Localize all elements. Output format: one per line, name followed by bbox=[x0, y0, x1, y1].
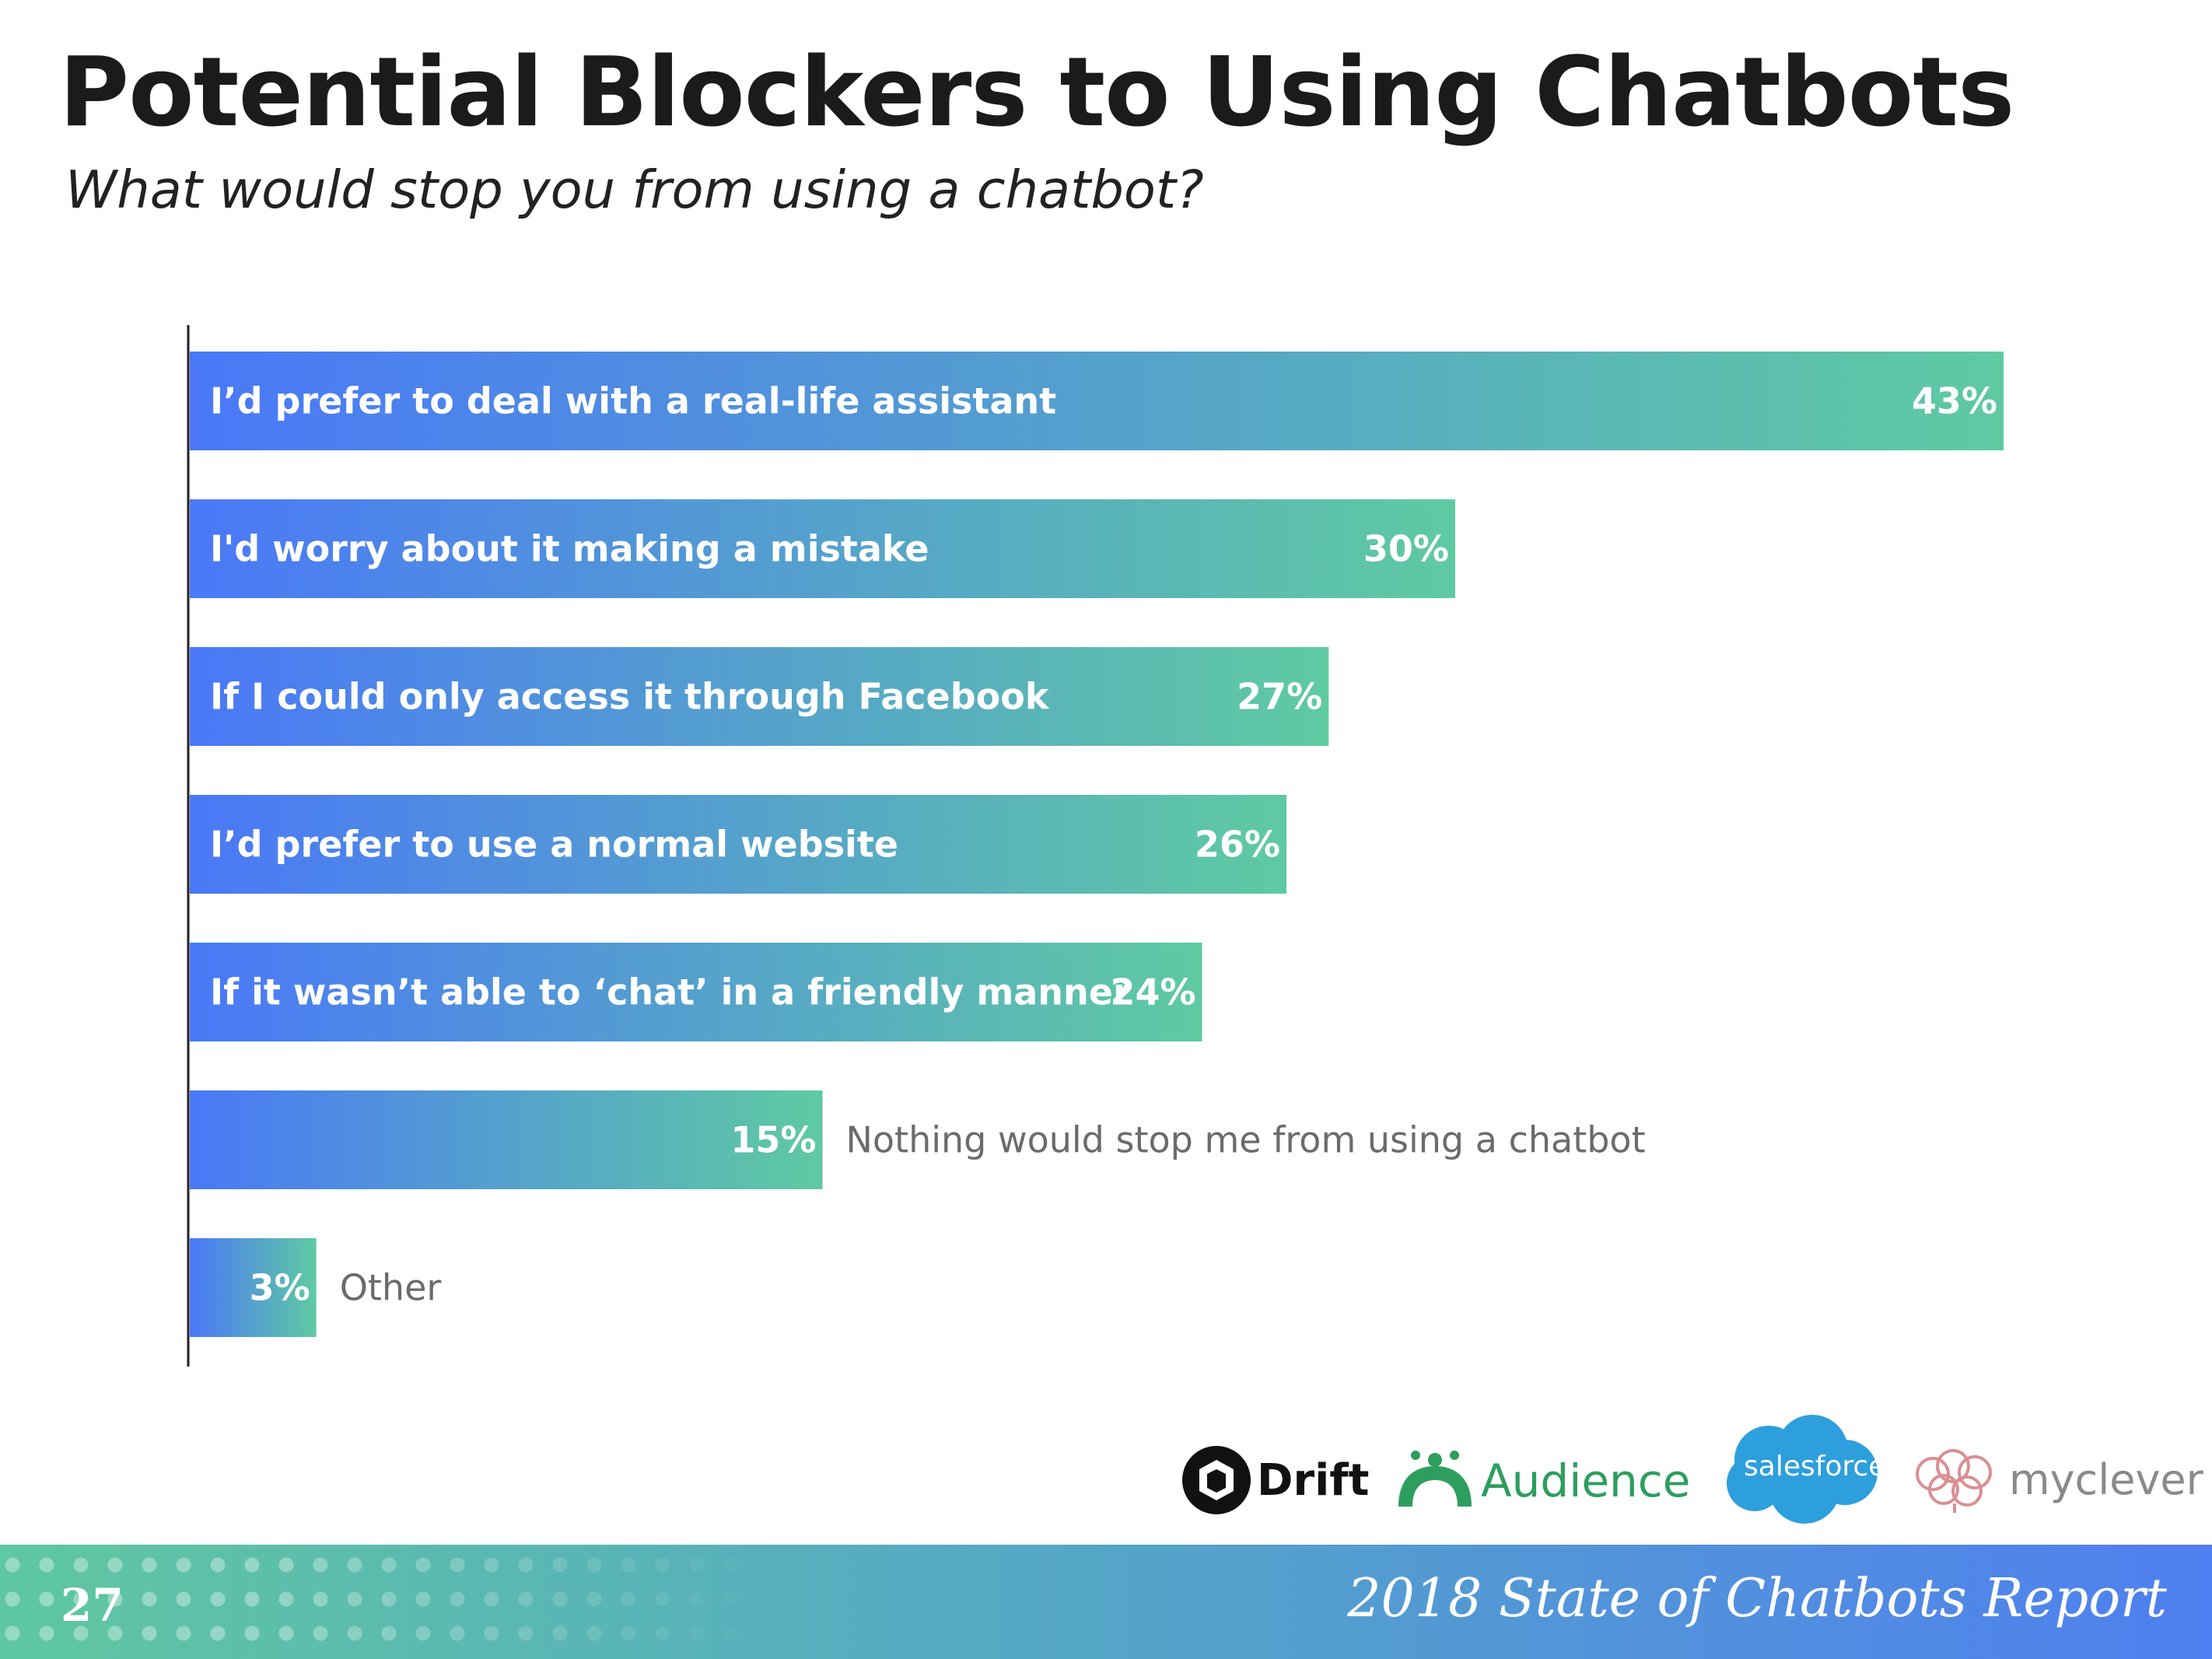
bar-0 bbox=[190, 352, 2004, 450]
value-label-4: 24% bbox=[1110, 971, 1195, 1013]
report-title: 2018 State of Chatbots Report bbox=[1347, 1568, 2167, 1629]
value-label-2: 27% bbox=[1237, 676, 1322, 718]
page-number: 27 bbox=[61, 1579, 124, 1632]
brain-icon bbox=[1916, 1449, 1992, 1513]
salesforce-wordmark: salesforce bbox=[1744, 1451, 1886, 1482]
drift-icon bbox=[1182, 1446, 1251, 1514]
category-label-3: I’d prefer to use a normal website bbox=[210, 824, 898, 866]
value-label-5: 15% bbox=[730, 1119, 816, 1161]
myclever-logo: myclever bbox=[1909, 1444, 2203, 1514]
bar-5 bbox=[190, 1090, 823, 1189]
footer-band: 27 2018 State of Chatbots Report bbox=[0, 1545, 2212, 1659]
value-label-0: 43% bbox=[1912, 380, 1997, 422]
myclever-wordmark: myclever bbox=[2009, 1454, 2203, 1504]
page-title: Potential Blockers to Using Chatbots bbox=[59, 37, 2014, 149]
category-label-5: Nothing would stop me from using a chatb… bbox=[845, 1119, 1645, 1161]
category-label-1: I'd worry about it making a mistake bbox=[210, 528, 929, 570]
category-label-0: I’d prefer to deal with a real-life assi… bbox=[210, 380, 1056, 422]
audience-logo: Audience bbox=[1392, 1446, 1690, 1516]
category-label-2: If I could only access it through Facebo… bbox=[210, 676, 1050, 718]
page-subtitle: What would stop you from using a chatbot… bbox=[65, 159, 1204, 220]
category-label-4: If it wasn’t able to ‘chat’ in a friendl… bbox=[210, 971, 1131, 1013]
value-label-1: 30% bbox=[1363, 528, 1449, 570]
audience-icon bbox=[1398, 1451, 1472, 1507]
category-label-6: Other bbox=[340, 1267, 442, 1309]
value-label-6: 3% bbox=[250, 1267, 310, 1309]
drift-logo: Drift bbox=[1181, 1444, 1369, 1516]
bar-1 bbox=[190, 499, 1455, 598]
bar-3 bbox=[190, 795, 1287, 894]
salesforce-cloud-icon bbox=[1727, 1415, 1878, 1524]
salesforce-logo: salesforce bbox=[1720, 1412, 1886, 1528]
bar-2 bbox=[190, 647, 1329, 746]
audience-wordmark: Audience bbox=[1481, 1454, 1691, 1507]
bar-6 bbox=[190, 1238, 317, 1337]
bar-4 bbox=[190, 943, 1202, 1041]
value-label-3: 26% bbox=[1195, 824, 1280, 866]
partner-logos: Drift Audience salesforce bbox=[1167, 1412, 2212, 1528]
drift-wordmark: Drift bbox=[1257, 1454, 1370, 1506]
blockers-bar-chart: 43% I’d prefer to deal with a real-life a… bbox=[187, 325, 2004, 1367]
dot-pattern bbox=[0, 1545, 778, 1659]
